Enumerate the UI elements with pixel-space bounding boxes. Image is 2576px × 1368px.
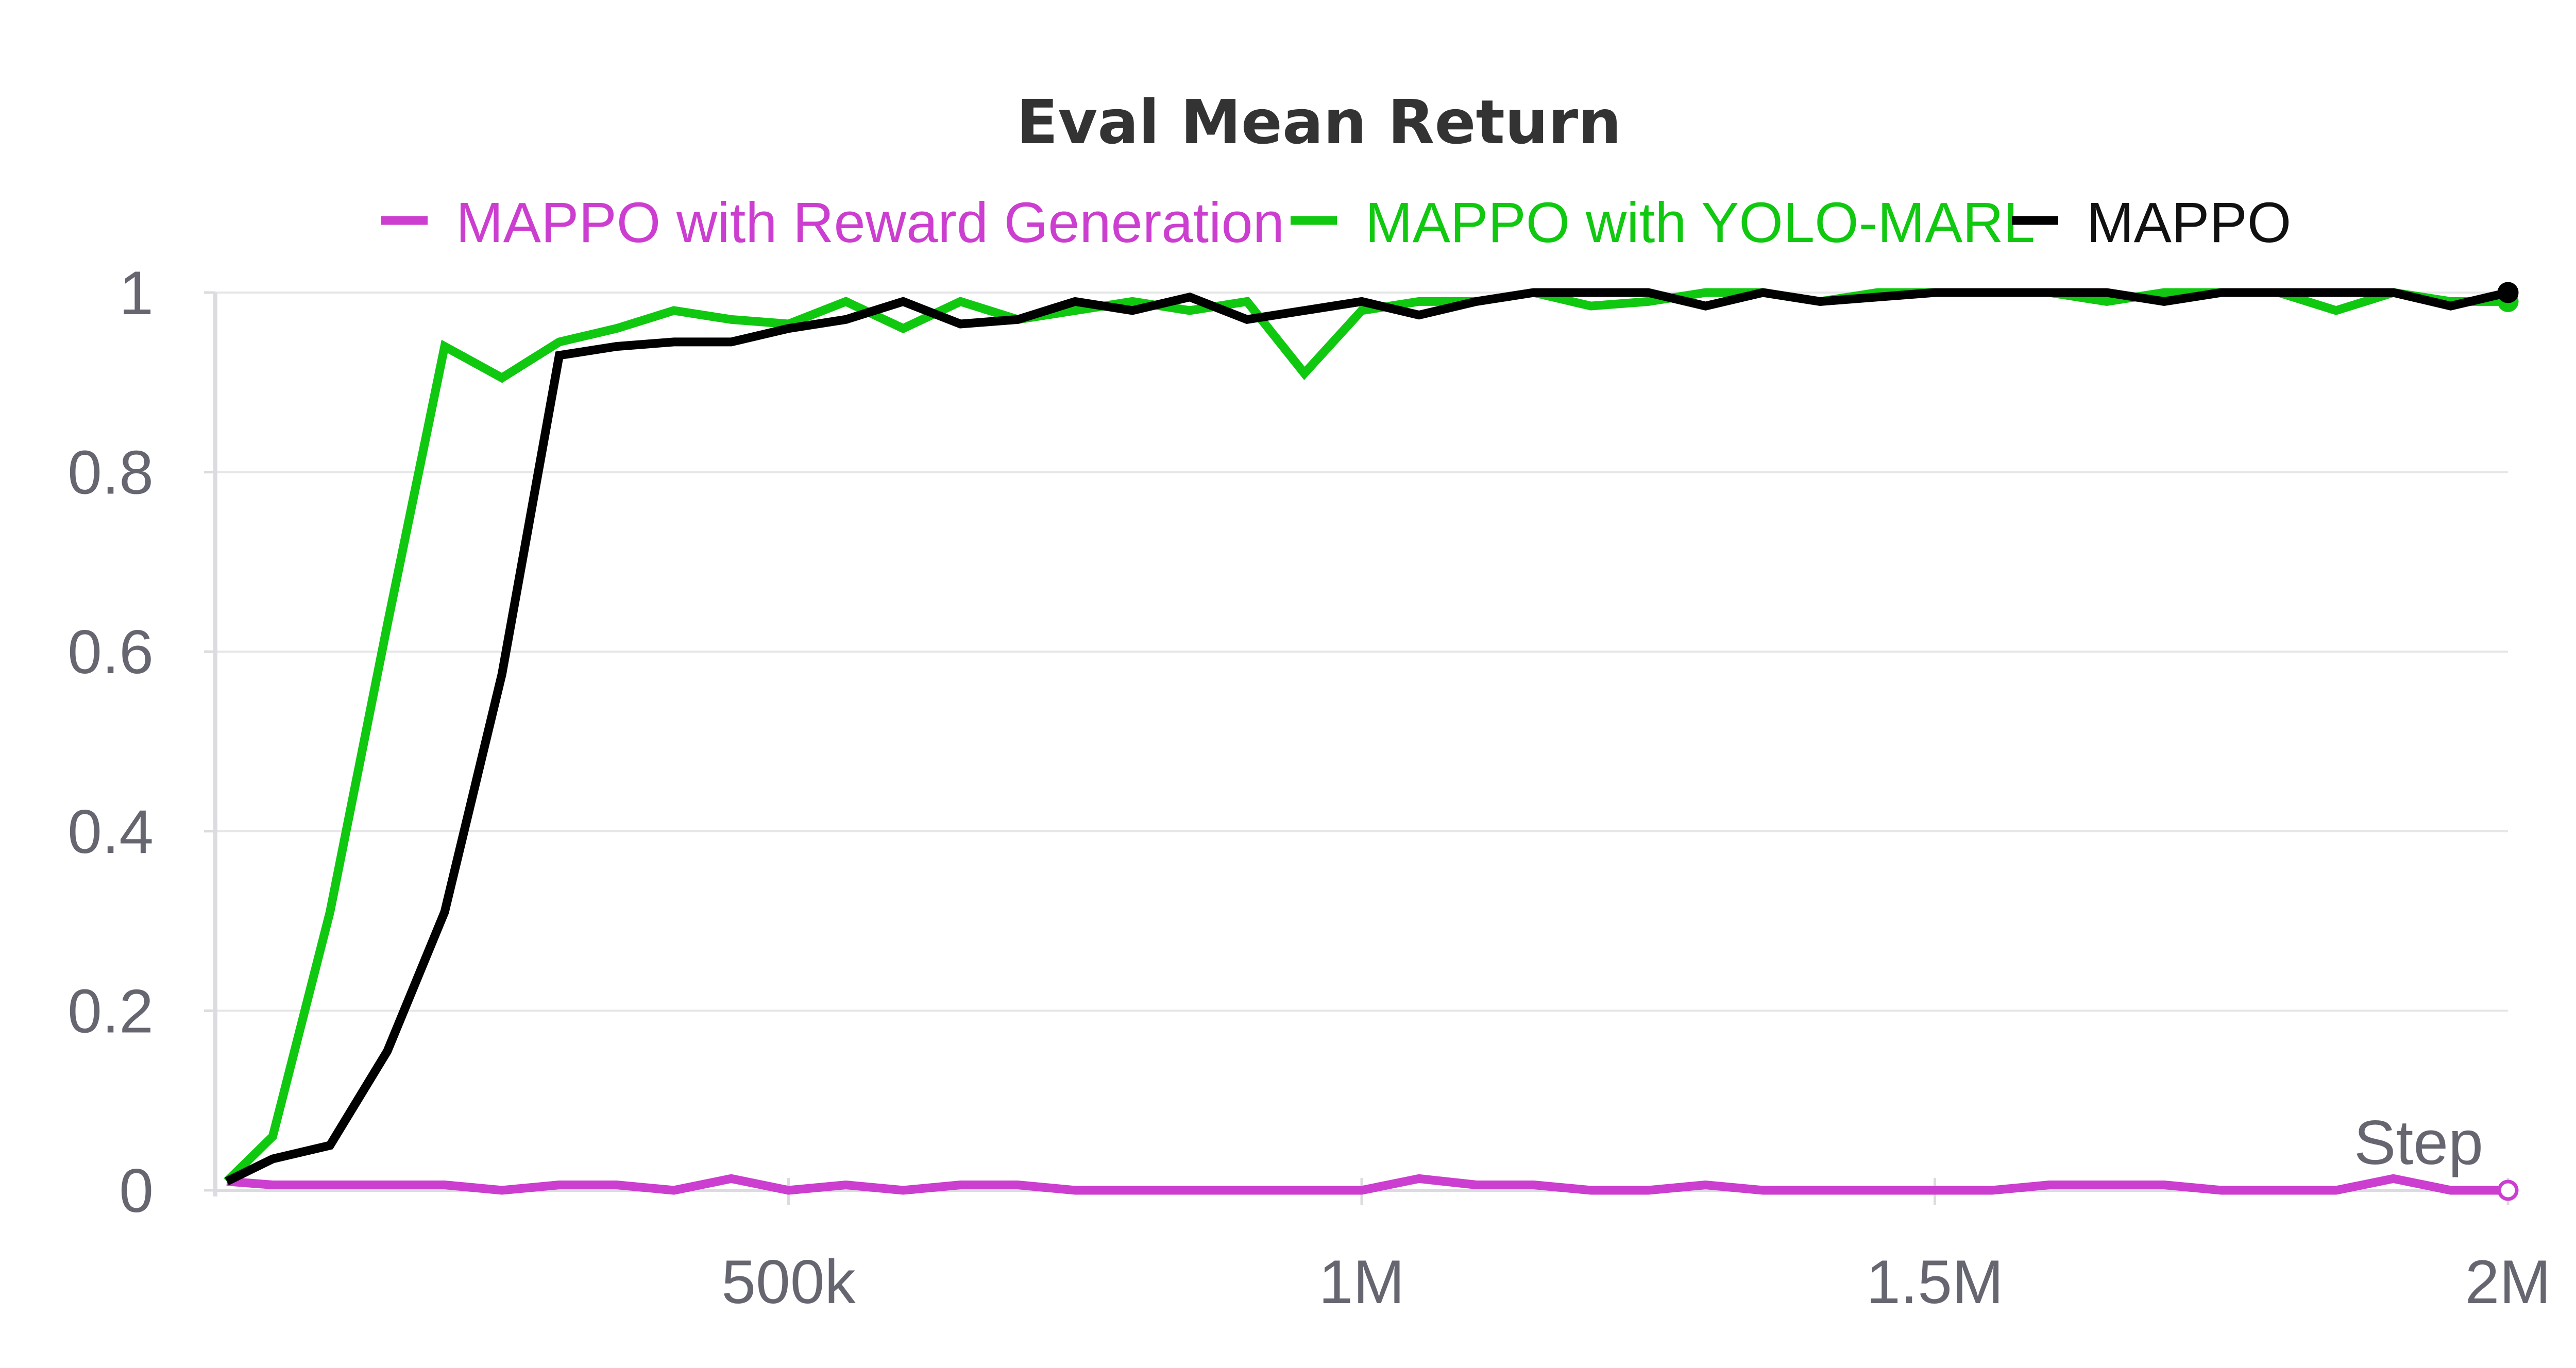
x-tick-label: 1.5M bbox=[1866, 1247, 2004, 1316]
axes: 0 0.2 0.4 0.6 0.8 1 500k 1M 1.5M 2M bbox=[67, 259, 2551, 1316]
legend-label: MAPPO bbox=[2087, 191, 2291, 254]
legend-label: MAPPO with YOLO-MARL bbox=[1365, 191, 2035, 254]
y-tick-label: 0.8 bbox=[67, 438, 154, 507]
x-tick-label: 2M bbox=[2465, 1247, 2551, 1316]
legend: MAPPO with Reward Generation MAPPO with Y… bbox=[381, 191, 2291, 254]
series-line-mappo-with-reward-generation bbox=[226, 1174, 2508, 1195]
y-tick-label: 0 bbox=[119, 1156, 154, 1225]
grid-lines bbox=[215, 292, 2508, 1012]
series-line-mappo bbox=[225, 288, 2509, 1186]
x-axis-title: Step bbox=[2354, 1107, 2483, 1177]
series-end-point bbox=[2497, 1179, 2519, 1201]
series-line-mappo-with-yolo-marl bbox=[224, 288, 2508, 1185]
y-tick-label: 0.4 bbox=[67, 797, 154, 866]
y-tick-label: 1 bbox=[119, 259, 154, 328]
series-layer bbox=[224, 282, 2519, 1201]
x-tick-label: 1M bbox=[1319, 1247, 1405, 1316]
x-tick-label: 500k bbox=[721, 1247, 856, 1316]
chart-title: Eval Mean Return bbox=[1016, 87, 1621, 158]
y-tick-label: 0.2 bbox=[67, 977, 154, 1046]
series-end-point bbox=[2497, 282, 2519, 303]
y-tick-label: 0.6 bbox=[67, 618, 154, 687]
legend-label: MAPPO with Reward Generation bbox=[456, 191, 1284, 254]
